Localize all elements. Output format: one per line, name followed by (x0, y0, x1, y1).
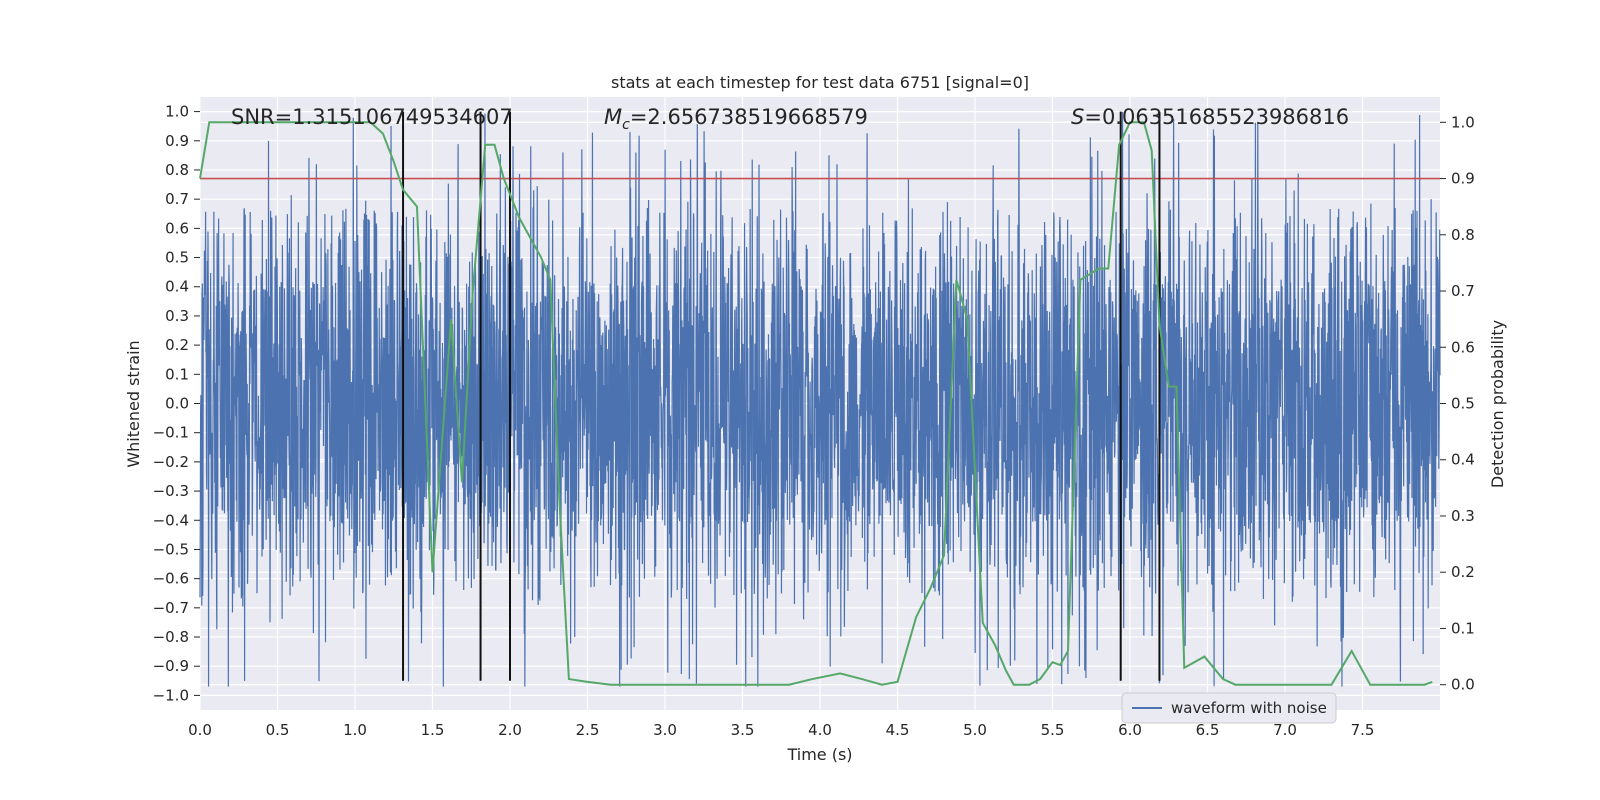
legend-box (1121, 692, 1337, 724)
x-tick-label: 6.0 (1118, 721, 1142, 739)
legend: waveform with noise (1121, 692, 1337, 724)
x-tick-label: 5.5 (1041, 721, 1065, 739)
y-tick-label: −0.2 (153, 453, 189, 471)
y-tick-label: 0.3 (165, 307, 189, 325)
x-tick-label: 0.5 (266, 721, 290, 739)
x-tick-label: 2.5 (576, 721, 600, 739)
x-tick-label: 3.0 (653, 721, 677, 739)
y-left-axis-label: Whitened strain (124, 340, 143, 467)
y-right-tick-label: 0.3 (1451, 507, 1475, 525)
y-tick-label: 0.6 (165, 219, 189, 237)
detection-probability-series (199, 121, 1433, 686)
s-annotation: S=0.06351685523986816 (1071, 105, 1349, 129)
chart-title: stats at each timestep for test data 675… (611, 73, 1029, 92)
y-right-tick-label: 0.1 (1451, 619, 1475, 637)
detection-probability-line (199, 121, 1433, 686)
y-left-tick-labels: 1.0 0.9 0.8 0.7 0.6 0.5 0.4 0.3 0.2 0.1 0.0 −0.1 −0.… (153, 103, 200, 704)
x-tick-label: 7.5 (1351, 721, 1375, 739)
y-tick-label: 0.2 (165, 336, 189, 354)
y-tick-label: −0.9 (153, 657, 189, 675)
waveform-noise-line (199, 111, 1441, 687)
y-tick-label: 0.8 (165, 161, 189, 179)
chirp-mass-annotation: Mc=2.656738519668579 (604, 105, 868, 133)
y-tick-label: −0.4 (153, 511, 189, 529)
x-tick-label: 3.5 (731, 721, 755, 739)
y-tick-label: 0.0 (165, 395, 189, 413)
y-right-tick-label: 0.2 (1451, 563, 1475, 581)
y-tick-label: 0.9 (165, 132, 189, 150)
y-tick-label: −1.0 (153, 686, 189, 704)
y-tick-label: 0.4 (165, 278, 189, 296)
x-tick-label: 2.0 (498, 721, 522, 739)
y-tick-label: 0.1 (165, 365, 189, 383)
y-right-tick-labels: 1.0 0.9 0.8 0.7 0.6 0.5 0.4 0.3 0.2 0.1 0.0 (1440, 113, 1475, 694)
y-right-tick-label: 0.0 (1451, 676, 1475, 694)
y-right-tick-label: 0.4 (1451, 451, 1475, 469)
y-right-axis-label: Detection probability (1488, 320, 1507, 488)
snr-annotation: SNR=1.315106749534607 (231, 105, 513, 129)
x-tick-label: 4.0 (808, 721, 832, 739)
x-tick-label: 4.5 (886, 721, 910, 739)
x-axis-label: Time (s) (786, 745, 852, 764)
y-right-tick-label: 0.9 (1451, 170, 1475, 188)
y-right-tick-label: 0.7 (1451, 282, 1475, 300)
x-tick-label: 0.0 (188, 721, 212, 739)
y-tick-label: −0.1 (153, 424, 189, 442)
y-tick-label: −0.6 (153, 570, 189, 588)
waveform-with-noise-series (199, 111, 1441, 687)
x-tick-label: 1.0 (343, 721, 367, 739)
y-right-tick-label: 1.0 (1451, 113, 1475, 131)
y-right-tick-label: 0.5 (1451, 395, 1475, 413)
x-tick-label: 7.0 (1273, 721, 1297, 739)
x-tick-label: 5.0 (963, 721, 987, 739)
y-tick-label: −0.3 (153, 482, 189, 500)
x-tick-label: 6.5 (1196, 721, 1220, 739)
y-tick-label: 0.7 (165, 190, 189, 208)
y-right-tick-label: 0.6 (1451, 338, 1475, 356)
y-tick-label: 0.5 (165, 249, 189, 267)
y-tick-label: −0.8 (153, 628, 189, 646)
x-tick-labels: 0.0 0.5 1.0 1.5 2.0 2.5 3.0 3.5 4.0 4.5 5.0 5.5 6.0 6… (188, 721, 1374, 739)
y-right-tick-label: 0.8 (1451, 226, 1475, 244)
y-tick-label: −0.7 (153, 599, 189, 617)
y-tick-label: −0.5 (153, 540, 189, 558)
x-tick-label: 1.5 (421, 721, 445, 739)
legend-label: waveform with noise (1171, 699, 1327, 717)
y-tick-label: 1.0 (165, 103, 189, 121)
